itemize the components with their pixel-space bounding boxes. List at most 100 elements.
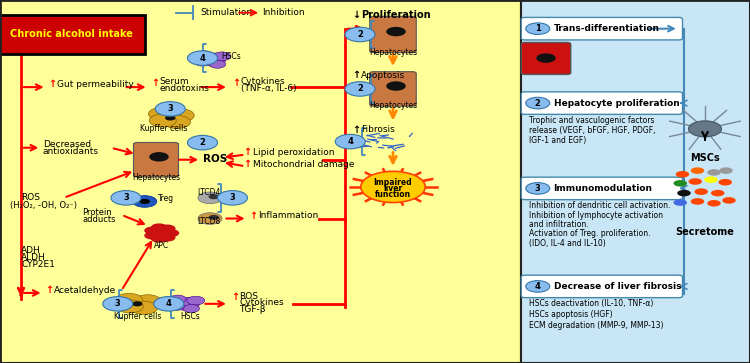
Circle shape <box>361 171 425 203</box>
Text: 3: 3 <box>167 105 173 113</box>
Text: LTCD8: LTCD8 <box>197 217 220 226</box>
Text: 3: 3 <box>115 299 121 308</box>
Text: MSCs: MSCs <box>690 153 720 163</box>
Circle shape <box>132 301 142 306</box>
Text: 2: 2 <box>357 30 363 39</box>
Circle shape <box>157 111 184 125</box>
Text: HSCs: HSCs <box>221 52 241 61</box>
FancyBboxPatch shape <box>521 17 682 40</box>
Circle shape <box>172 297 200 310</box>
Text: endotoxins: endotoxins <box>160 84 209 93</box>
Text: Apoptosis: Apoptosis <box>361 71 405 79</box>
Circle shape <box>345 27 375 42</box>
Text: ADH: ADH <box>21 246 40 255</box>
FancyBboxPatch shape <box>521 42 571 74</box>
Text: ↑: ↑ <box>352 70 360 80</box>
Text: Stimulation: Stimulation <box>200 8 252 17</box>
Circle shape <box>170 295 186 303</box>
Text: CYP2E1: CYP2E1 <box>21 261 55 269</box>
Circle shape <box>707 200 721 207</box>
Text: Decreased: Decreased <box>43 140 91 149</box>
Circle shape <box>148 107 176 121</box>
Text: Cytokines: Cytokines <box>239 298 284 307</box>
Text: 4: 4 <box>347 137 353 146</box>
Text: ↑: ↑ <box>244 159 251 169</box>
Text: Inhibition: Inhibition <box>262 8 305 17</box>
Circle shape <box>704 176 718 183</box>
Circle shape <box>209 60 226 68</box>
Text: ROS: ROS <box>21 193 40 202</box>
Text: Treg: Treg <box>158 194 173 203</box>
Circle shape <box>149 114 176 127</box>
Text: 2: 2 <box>357 85 363 93</box>
Circle shape <box>133 196 157 207</box>
Text: Immunomodulation: Immunomodulation <box>554 184 652 193</box>
Text: Inflammation: Inflammation <box>258 211 318 220</box>
Circle shape <box>688 121 722 137</box>
FancyBboxPatch shape <box>134 142 178 177</box>
Circle shape <box>168 302 184 310</box>
Circle shape <box>151 223 167 231</box>
Text: Inhibition of dendritic cell activation.: Inhibition of dendritic cell activation. <box>529 201 670 210</box>
Circle shape <box>536 53 556 63</box>
Circle shape <box>154 297 184 311</box>
Text: (H₂O₂, -OH, O₂⁻): (H₂O₂, -OH, O₂⁻) <box>10 201 76 209</box>
Circle shape <box>111 191 141 205</box>
Circle shape <box>718 179 732 185</box>
Text: ROS: ROS <box>202 154 226 164</box>
Circle shape <box>335 134 365 149</box>
Text: Hepatocytes: Hepatocytes <box>132 173 180 182</box>
Text: TGF-β: TGF-β <box>239 305 266 314</box>
Text: 3: 3 <box>535 184 541 193</box>
Text: Lipid peroxidation: Lipid peroxidation <box>253 148 334 157</box>
Circle shape <box>140 199 150 204</box>
Circle shape <box>183 305 200 313</box>
Circle shape <box>116 300 143 313</box>
Text: 2: 2 <box>200 138 206 147</box>
Circle shape <box>711 190 724 196</box>
Text: 3: 3 <box>230 193 236 202</box>
FancyBboxPatch shape <box>521 92 682 114</box>
Circle shape <box>719 167 733 174</box>
Text: ↑: ↑ <box>49 79 56 89</box>
Text: Trans-differentiation: Trans-differentiation <box>554 24 659 33</box>
Text: Kupffer cells: Kupffer cells <box>140 125 188 133</box>
FancyBboxPatch shape <box>370 72 416 106</box>
Text: Decrease of liver fibrosis: Decrease of liver fibrosis <box>554 282 681 291</box>
Circle shape <box>152 228 171 238</box>
Circle shape <box>676 171 689 178</box>
Text: HSCs deactivation (IL-10, TNF-α): HSCs deactivation (IL-10, TNF-α) <box>529 299 653 308</box>
Text: 4: 4 <box>535 282 541 291</box>
Circle shape <box>163 229 179 237</box>
Text: APC: APC <box>154 241 169 249</box>
Circle shape <box>722 197 736 204</box>
Text: LTCD4: LTCD4 <box>197 188 220 197</box>
Circle shape <box>188 135 218 150</box>
Circle shape <box>691 167 704 174</box>
Circle shape <box>194 58 211 66</box>
Text: IGF-1 and EGF): IGF-1 and EGF) <box>529 136 586 145</box>
Circle shape <box>217 191 248 205</box>
Text: Protein: Protein <box>82 208 112 217</box>
Text: Trophic and vasculogenic factors: Trophic and vasculogenic factors <box>529 116 654 125</box>
Circle shape <box>526 183 550 194</box>
Circle shape <box>144 232 160 240</box>
Text: ↑: ↑ <box>250 211 257 221</box>
Circle shape <box>694 188 708 195</box>
Text: Chronic alcohol intake: Chronic alcohol intake <box>10 29 133 40</box>
Text: 1: 1 <box>535 24 541 33</box>
Text: Activation of Treg. proliferation.: Activation of Treg. proliferation. <box>529 229 650 238</box>
Text: Hepatocyte proliferation: Hepatocyte proliferation <box>554 99 680 107</box>
FancyBboxPatch shape <box>0 0 521 363</box>
Text: function: function <box>375 191 411 199</box>
Text: 2: 2 <box>535 99 541 107</box>
Text: Fibrosis: Fibrosis <box>361 126 394 134</box>
Text: 4: 4 <box>200 54 206 62</box>
Text: ↑: ↑ <box>46 285 53 295</box>
Circle shape <box>345 82 375 96</box>
Circle shape <box>691 198 704 205</box>
Text: Gut permeability: Gut permeability <box>57 80 134 89</box>
Text: ↑: ↑ <box>152 78 159 88</box>
Circle shape <box>677 190 691 196</box>
Circle shape <box>144 227 160 234</box>
